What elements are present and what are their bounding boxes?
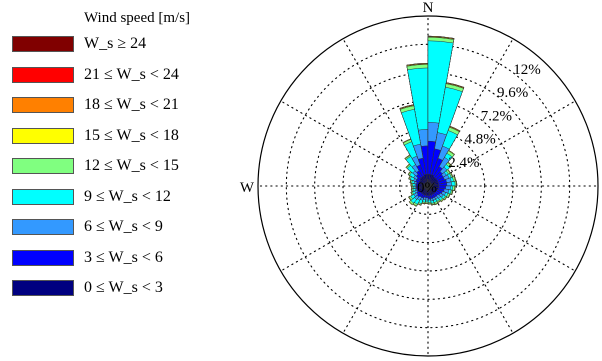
grid-ring <box>314 72 542 300</box>
radial-tick-label: 7.2% <box>481 108 512 124</box>
legend-swatch <box>12 158 74 174</box>
legend-swatch <box>12 188 74 205</box>
radial-tick-label: 9.6% <box>497 85 528 101</box>
legend-swatch <box>12 127 74 144</box>
legend-label: 21 ≤ W_s < 24 <box>84 65 179 83</box>
legend-swatch <box>12 66 74 83</box>
radial-tick-label: 2.4% <box>448 155 479 171</box>
grid-spoke <box>427 185 514 334</box>
legend-label: 9 ≤ W_s < 12 <box>84 187 171 205</box>
legend-swatch <box>12 97 74 113</box>
legend-label: 18 ≤ W_s < 21 <box>84 96 179 113</box>
legend-label: 15 ≤ W_s < 18 <box>84 126 179 144</box>
radial-tick-label: 12% <box>513 62 541 78</box>
direction-label-north: N <box>423 0 434 16</box>
wind-petals <box>399 35 465 207</box>
legend-item: 12 ≤ W_s < 15 <box>12 156 232 176</box>
legend-label: 0 ≤ W_s < 3 <box>84 279 163 296</box>
legend-item: 9 ≤ W_s < 12 <box>12 187 232 207</box>
grid-spoke <box>427 38 514 187</box>
legend-item: 15 ≤ W_s < 18 <box>12 126 232 146</box>
direction-label-west: W <box>240 180 255 196</box>
grid-spoke <box>427 100 576 187</box>
legend-title: Wind speed [m/s] <box>84 10 191 26</box>
grid-spoke <box>342 185 429 334</box>
legend-item: W_s ≥ 24 <box>12 34 232 54</box>
legend-label: W_s ≥ 24 <box>84 35 147 52</box>
grid-spoke <box>280 185 429 272</box>
center-label: 0% <box>417 180 437 196</box>
legend-item: 21 ≤ W_s < 24 <box>12 65 232 85</box>
grid-spoke <box>427 185 576 272</box>
legend-swatch <box>12 280 74 296</box>
wind-petal-segment <box>423 174 429 187</box>
grid-spoke <box>342 38 429 187</box>
grid-spoke <box>280 100 429 187</box>
legend-item: 0 ≤ W_s < 3 <box>12 278 232 298</box>
legend-item: 18 ≤ W_s < 21 <box>12 95 232 115</box>
legend-label: 12 ≤ W_s < 15 <box>84 157 179 174</box>
legend-label: 6 ≤ W_s < 9 <box>84 218 163 235</box>
radial-tick-label: 4.8% <box>465 132 496 148</box>
legend-item: 6 ≤ W_s < 9 <box>12 217 232 237</box>
legend-swatch <box>12 219 74 235</box>
legend-swatch <box>12 36 74 52</box>
axis-labels: NESW0%2.4%4.8%7.2%9.6%12% <box>240 0 541 196</box>
legend-item: 3 ≤ W_s < 6 <box>12 248 232 268</box>
legend-label: 3 ≤ W_s < 6 <box>84 248 163 266</box>
legend-swatch <box>12 249 74 266</box>
outer-ring <box>257 15 599 357</box>
